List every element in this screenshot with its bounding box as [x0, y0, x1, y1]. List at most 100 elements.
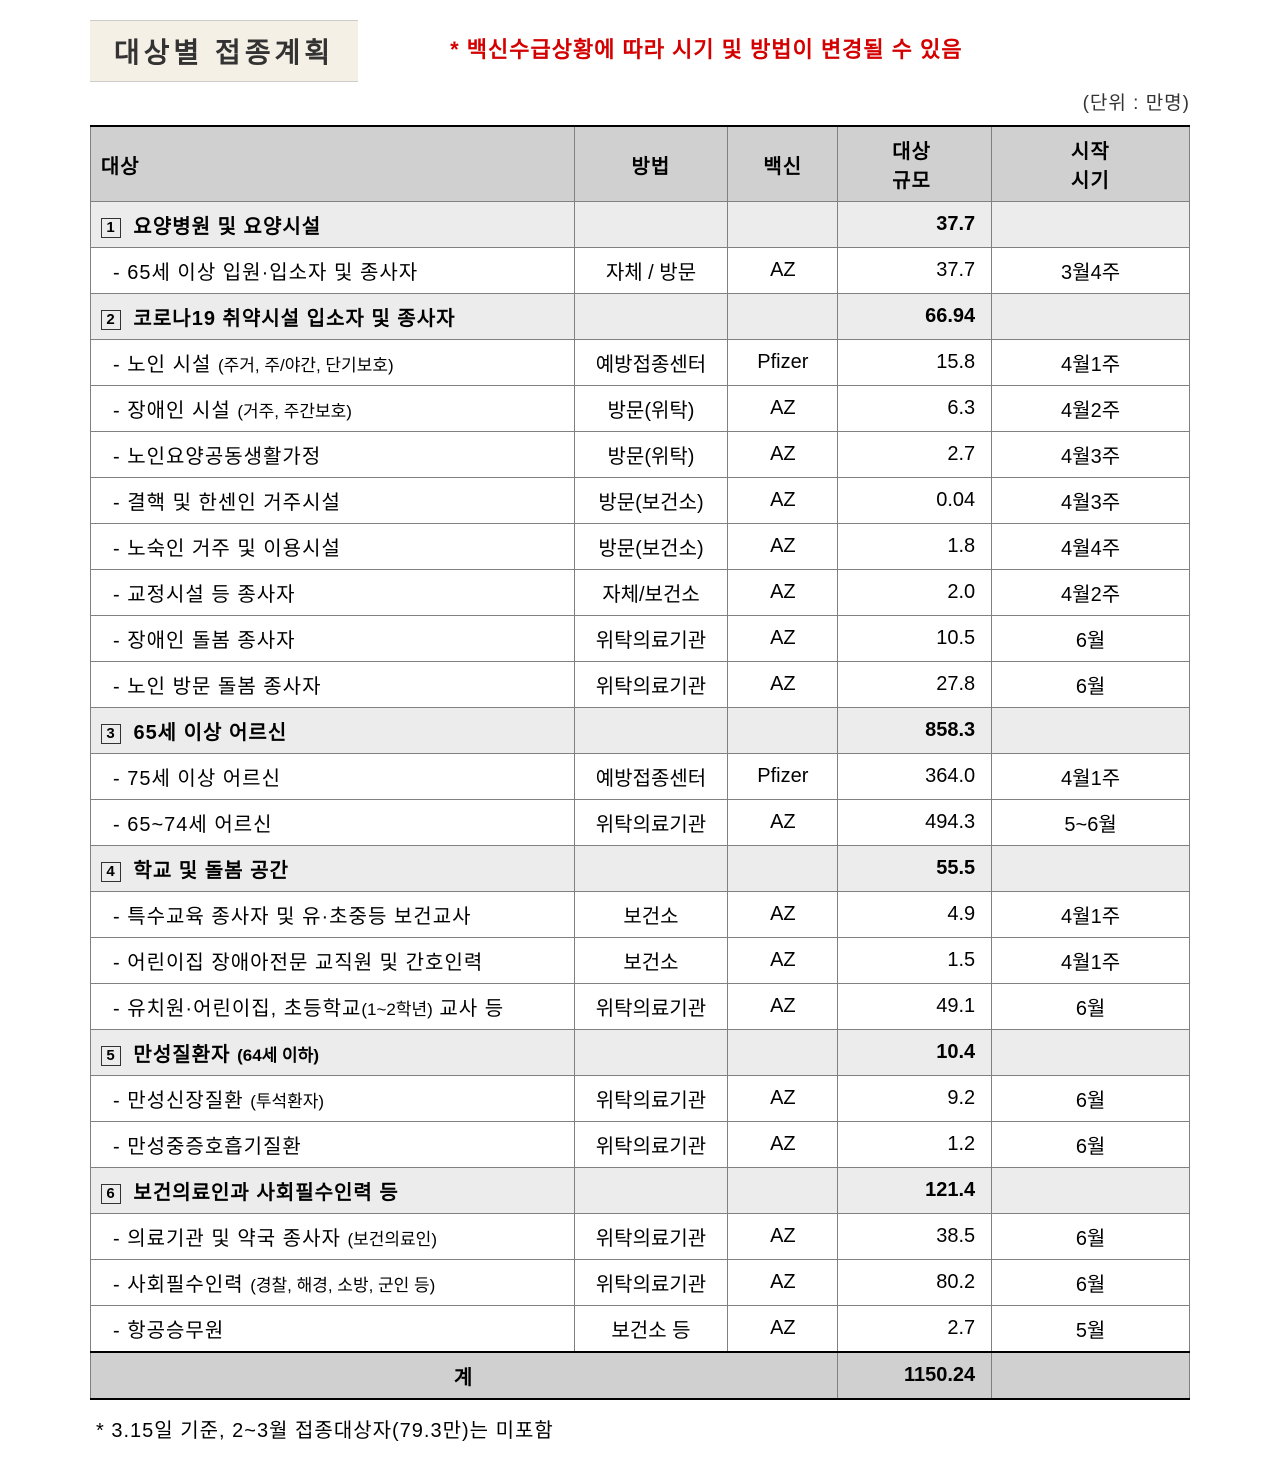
table-row: 1 요양병원 및 요양시설37.7 [91, 202, 1190, 248]
cell-target: - 노인요양공동생활가정 [91, 432, 575, 478]
cell-timing: 5월 [992, 1306, 1190, 1353]
cell-scale: 55.5 [838, 846, 992, 892]
table-row: - 장애인 돌봄 종사자위탁의료기관AZ10.56월 [91, 616, 1190, 662]
cell-target: - 65세 이상 입원·입소자 및 종사자 [91, 248, 575, 294]
table-row: 5 만성질환자 (64세 이하)10.4 [91, 1030, 1190, 1076]
cell-target: - 특수교육 종사자 및 유·초중등 보건교사 [91, 892, 575, 938]
cell-timing: 6월 [992, 662, 1190, 708]
cell-vaccine: AZ [728, 478, 838, 524]
cell-scale: 1.5 [838, 938, 992, 984]
table-row: 2 코로나19 취약시설 입소자 및 종사자 66.94 [91, 294, 1190, 340]
cell-scale: 10.5 [838, 616, 992, 662]
cell-method [574, 846, 728, 892]
cell-target: - 노인 방문 돌봄 종사자 [91, 662, 575, 708]
cell-vaccine: AZ [728, 800, 838, 846]
cell-target: - 어린이집 장애아전문 교직원 및 간호인력 [91, 938, 575, 984]
cell-method: 보건소 [574, 892, 728, 938]
cell-scale: 1.2 [838, 1122, 992, 1168]
column-header-timing: 시작시기 [992, 126, 1190, 202]
category-number-box: 2 [101, 310, 121, 330]
cell-timing: 6월 [992, 1260, 1190, 1306]
cell-scale: 66.94 [838, 294, 992, 340]
cell-method: 위탁의료기관 [574, 1260, 728, 1306]
cell-target: - 장애인 돌봄 종사자 [91, 616, 575, 662]
table-row: 4 학교 및 돌봄 공간55.5 [91, 846, 1190, 892]
cell-vaccine: Pfizer [728, 340, 838, 386]
cell-scale: 858.3 [838, 708, 992, 754]
cell-timing [992, 1030, 1190, 1076]
cell-scale: 2.0 [838, 570, 992, 616]
cell-scale: 27.8 [838, 662, 992, 708]
cell-scale: 15.8 [838, 340, 992, 386]
cell-method: 방문(보건소) [574, 478, 728, 524]
cell-method [574, 1168, 728, 1214]
cell-scale: 4.9 [838, 892, 992, 938]
column-header-target: 대상 [91, 126, 575, 202]
cell-vaccine: AZ [728, 662, 838, 708]
total-label: 계 [91, 1352, 838, 1399]
cell-target: - 유치원·어린이집, 초등학교(1~2학년) 교사 등 [91, 984, 575, 1030]
cell-vaccine: AZ [728, 1260, 838, 1306]
cell-vaccine: AZ [728, 892, 838, 938]
cell-vaccine: AZ [728, 524, 838, 570]
cell-scale: 37.7 [838, 202, 992, 248]
cell-target: - 항공승무원 [91, 1306, 575, 1353]
category-number-box: 5 [101, 1046, 121, 1066]
cell-scale: 121.4 [838, 1168, 992, 1214]
table-row: - 노숙인 거주 및 이용시설방문(보건소)AZ1.84월4주 [91, 524, 1190, 570]
cell-target: - 75세 이상 어르신 [91, 754, 575, 800]
cell-vaccine: AZ [728, 984, 838, 1030]
cell-timing: 4월2주 [992, 386, 1190, 432]
table-row: - 교정시설 등 종사자자체/보건소AZ2.04월2주 [91, 570, 1190, 616]
table-row: - 사회필수인력 (경찰, 해경, 소방, 군인 등)위탁의료기관AZ80.26… [91, 1260, 1190, 1306]
cell-target: - 만성중증호흡기질환 [91, 1122, 575, 1168]
cell-vaccine: AZ [728, 248, 838, 294]
cell-vaccine [728, 708, 838, 754]
cell-target: - 의료기관 및 약국 종사자 (보건의료인) [91, 1214, 575, 1260]
cell-scale: 1.8 [838, 524, 992, 570]
cell-scale: 37.7 [838, 248, 992, 294]
cell-timing: 6월 [992, 616, 1190, 662]
cell-vaccine [728, 1030, 838, 1076]
cell-target: - 교정시설 등 종사자 [91, 570, 575, 616]
cell-scale: 38.5 [838, 1214, 992, 1260]
cell-method: 보건소 등 [574, 1306, 728, 1353]
table-row: - 만성중증호흡기질환위탁의료기관AZ1.26월 [91, 1122, 1190, 1168]
cell-target: 3 65세 이상 어르신 [91, 708, 575, 754]
cell-method: 위탁의료기관 [574, 1214, 728, 1260]
cell-vaccine: Pfizer [728, 754, 838, 800]
column-header-scale: 대상규모 [838, 126, 992, 202]
cell-vaccine: AZ [728, 1076, 838, 1122]
table-row: - 65세 이상 입원·입소자 및 종사자자체 / 방문AZ37.73월4주 [91, 248, 1190, 294]
table-row: - 결핵 및 한센인 거주시설방문(보건소)AZ0.044월3주 [91, 478, 1190, 524]
cell-method: 위탁의료기관 [574, 616, 728, 662]
cell-timing [992, 1168, 1190, 1214]
cell-method: 예방접종센터 [574, 754, 728, 800]
cell-scale: 9.2 [838, 1076, 992, 1122]
cell-method: 방문(보건소) [574, 524, 728, 570]
cell-method [574, 708, 728, 754]
cell-scale: 364.0 [838, 754, 992, 800]
page-title: 대상별 접종계획 [114, 37, 334, 68]
cell-timing: 4월3주 [992, 478, 1190, 524]
cell-timing: 4월3주 [992, 432, 1190, 478]
cell-target: 2 코로나19 취약시설 입소자 및 종사자 [91, 294, 575, 340]
cell-method: 방문(위탁) [574, 386, 728, 432]
cell-scale: 0.04 [838, 478, 992, 524]
column-header-method: 방법 [574, 126, 728, 202]
cell-timing: 6월 [992, 984, 1190, 1030]
cell-timing: 6월 [992, 1122, 1190, 1168]
cell-vaccine: AZ [728, 616, 838, 662]
cell-timing: 4월1주 [992, 892, 1190, 938]
total-value: 1150.24 [838, 1352, 992, 1399]
cell-vaccine [728, 294, 838, 340]
cell-vaccine: AZ [728, 1214, 838, 1260]
cell-method [574, 294, 728, 340]
table-row: - 유치원·어린이집, 초등학교(1~2학년) 교사 등위탁의료기관AZ49.1… [91, 984, 1190, 1030]
table-row: - 75세 이상 어르신예방접종센터Pfizer364.04월1주 [91, 754, 1190, 800]
category-number-box: 4 [101, 862, 121, 882]
cell-vaccine: AZ [728, 570, 838, 616]
cell-scale: 6.3 [838, 386, 992, 432]
table-row: - 노인 방문 돌봄 종사자위탁의료기관AZ27.86월 [91, 662, 1190, 708]
cell-method: 위탁의료기관 [574, 800, 728, 846]
